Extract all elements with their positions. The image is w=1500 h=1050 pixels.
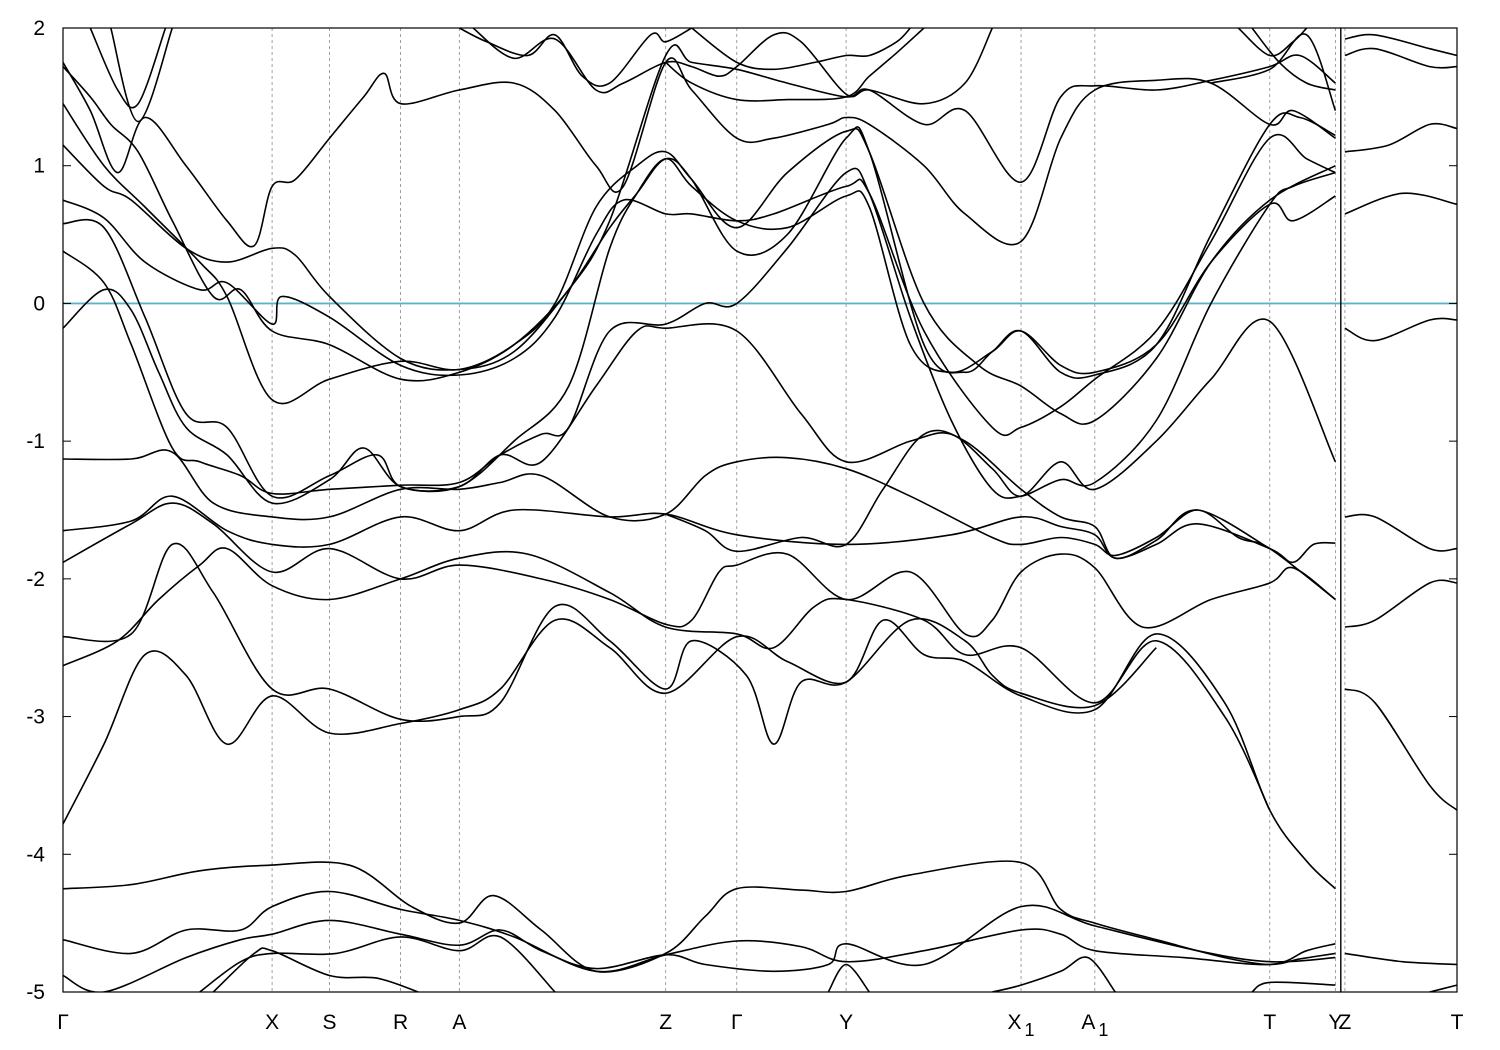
kpoint-label: Y xyxy=(1328,1011,1342,1034)
band-line-7 xyxy=(1251,981,1336,992)
band-line-27 xyxy=(458,28,693,87)
kpoint-label-main: A xyxy=(1081,1011,1095,1034)
band-line-30 xyxy=(691,28,911,71)
y-tick-label: 2 xyxy=(33,17,45,40)
kpoint-label-subscript: 1 xyxy=(1025,1020,1035,1040)
plot-frame-right xyxy=(1340,27,1458,993)
band-line-40 xyxy=(1344,579,1457,628)
kpoint-label-main: T xyxy=(1263,1011,1276,1034)
kpoint-label: T xyxy=(1451,1011,1464,1034)
band-line-12 xyxy=(63,542,1157,745)
band-line-6 xyxy=(992,956,1116,992)
band-line-26 xyxy=(110,28,174,123)
high-symmetry-lines xyxy=(271,28,1346,992)
band-line-18 xyxy=(63,167,1336,499)
kpoint-label: Z xyxy=(659,1011,672,1034)
band-line-17 xyxy=(63,288,1337,505)
band-line-13 xyxy=(63,502,1336,638)
kpoint-label: R xyxy=(393,1011,408,1034)
band-line-22 xyxy=(63,103,1336,425)
y-tick-label: -1 xyxy=(26,430,45,453)
band-line-11 xyxy=(63,547,1271,811)
kpoint-label-main: Z xyxy=(1339,1011,1352,1034)
band-line-24 xyxy=(63,44,1336,382)
x-axis-kpoint-labels: Γ X S R A Z Γ Y X 1 A 1 T YZ T xyxy=(57,1011,1463,1040)
band-line-4 xyxy=(212,947,419,992)
kpoint-label-main: R xyxy=(393,1011,408,1034)
y-tick-label: -2 xyxy=(26,568,45,591)
kpoint-label-main: A xyxy=(452,1011,466,1034)
band-line-5 xyxy=(827,963,870,992)
band-line-2 xyxy=(63,904,1336,992)
band-line-1 xyxy=(63,890,1336,973)
kpoint-label: Y xyxy=(839,1011,853,1034)
kpoint-label-main: T xyxy=(1451,1011,1464,1034)
kpoint-label-main: S xyxy=(322,1011,336,1034)
band-line-35 xyxy=(1344,47,1457,69)
y-tick-label: -4 xyxy=(26,843,45,866)
y-tick-label: 1 xyxy=(33,155,45,178)
band-line-3 xyxy=(199,934,556,992)
y-tick-label: -5 xyxy=(26,981,45,1004)
kpoint-label-main: Y xyxy=(839,1011,853,1034)
y-tick-label: -3 xyxy=(26,706,45,729)
y-tick-label: 0 xyxy=(33,292,45,315)
band-line-39 xyxy=(1344,513,1457,552)
kpoint-label-subscript: 1 xyxy=(1098,1020,1108,1040)
band-line-25 xyxy=(89,28,167,109)
kpoint-label: Γ xyxy=(57,1011,69,1034)
band-line-14 xyxy=(63,495,1336,564)
kpoint-label: T xyxy=(1263,1011,1276,1034)
band-line-38 xyxy=(1344,317,1457,342)
band-line-34 xyxy=(1344,33,1457,57)
kpoint-label: A xyxy=(452,1011,466,1034)
kpoint-label-main: Γ xyxy=(57,1011,69,1034)
band-line-33 xyxy=(1210,33,1337,111)
band-line-0 xyxy=(63,860,1336,973)
kpoint-label: S xyxy=(322,1011,336,1034)
band-line-19 xyxy=(63,158,1336,499)
kpoint-label-main: Γ xyxy=(731,1011,743,1034)
band-line-21 xyxy=(63,112,1336,379)
band-line-37 xyxy=(1344,192,1457,215)
band-line-32 xyxy=(1251,28,1336,91)
band-line-15 xyxy=(63,449,1336,601)
band-line-41 xyxy=(1344,688,1457,811)
kpoint-label-main: X xyxy=(1008,1011,1022,1034)
kpoint-label: Z xyxy=(1339,1011,1352,1034)
band-line-8 xyxy=(1344,952,1457,966)
y-axis-ticks: 2 1 0 -1 -2 -3 -4 -5 xyxy=(26,17,1457,1004)
band-line-31 xyxy=(1237,28,1308,57)
band-line-9 xyxy=(1429,984,1457,992)
band-line-28 xyxy=(472,28,994,105)
band-line-20 xyxy=(63,133,1336,437)
band-line-23 xyxy=(63,57,1336,248)
kpoint-label-main: X xyxy=(265,1011,279,1034)
kpoint-label: X xyxy=(265,1011,279,1034)
band-lines xyxy=(63,28,1457,992)
band-line-16 xyxy=(665,429,1271,560)
plot-frame-left xyxy=(62,27,1342,993)
kpoint-label-main: Z xyxy=(659,1011,672,1034)
kpoint-label: Γ xyxy=(731,1011,743,1034)
band-line-10 xyxy=(63,618,1336,890)
band-line-36 xyxy=(1344,122,1457,153)
kpoint-label-main: Y xyxy=(1328,1011,1342,1034)
band-line-29 xyxy=(665,28,925,102)
